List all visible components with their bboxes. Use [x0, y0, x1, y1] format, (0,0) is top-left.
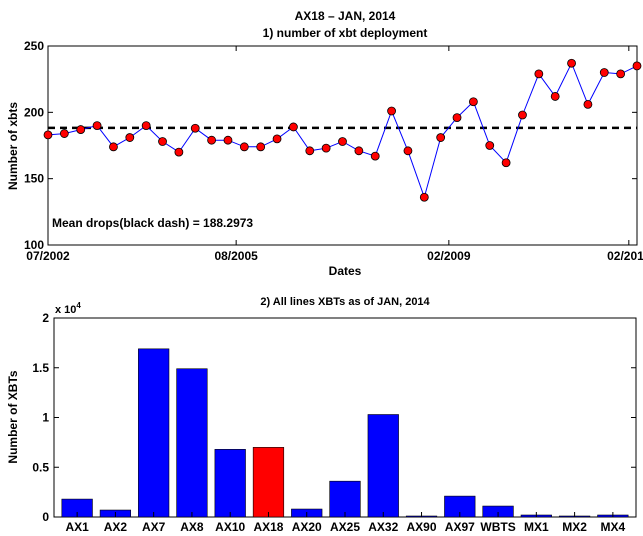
- data-point: [485, 141, 495, 150]
- data-point: [550, 92, 560, 101]
- bottom-x-tick-label: AX20: [292, 520, 322, 534]
- data-point: [370, 151, 380, 161]
- data-point: [468, 97, 478, 107]
- data-point: [583, 99, 593, 109]
- bar-ax32: [367, 414, 399, 518]
- data-point: [501, 158, 511, 168]
- top-y-tick-label: 100: [24, 238, 44, 252]
- data-point: [256, 142, 266, 152]
- bottom-x-tick-label: AX25: [330, 520, 360, 534]
- data-point: [387, 106, 396, 116]
- bottom-x-tick-label: AX32: [368, 520, 398, 534]
- data-point: [567, 58, 576, 68]
- y-multiplier-exp: 4: [76, 301, 81, 310]
- top-chart-subtitle: 1) number of xbt deployment: [263, 26, 428, 40]
- data-point: [403, 146, 413, 156]
- bottom-y-tick-label: 2: [42, 311, 49, 325]
- data-point: [272, 134, 282, 144]
- top-y-tick-label: 200: [24, 105, 44, 119]
- bottom-x-tick-label: MX1: [524, 520, 549, 534]
- data-point: [223, 135, 233, 145]
- data-point: [518, 110, 527, 120]
- data-point: [59, 129, 69, 138]
- data-point: [207, 135, 217, 145]
- data-point: [534, 69, 544, 79]
- bar-ax7: [138, 348, 170, 518]
- data-point: [92, 121, 102, 130]
- bottom-x-tick-label: MX4: [601, 520, 626, 534]
- bar-ax18: [252, 447, 285, 518]
- data-point: [338, 137, 347, 146]
- bottom-x-tick-label: AX8: [180, 520, 204, 534]
- data-point: [190, 123, 200, 133]
- bottom-x-tick-label: AX10: [215, 520, 245, 534]
- data-point: [354, 146, 364, 156]
- top-x-tick-label: 02/2009: [427, 249, 471, 263]
- data-point: [43, 130, 53, 140]
- bottom-y-multiplier: x 104: [55, 301, 81, 316]
- top-chart-title: AX18 – JAN, 2014: [295, 9, 396, 23]
- data-point: [174, 147, 184, 157]
- data-point: [436, 133, 446, 142]
- bottom-chart-title: 2) All lines XBTs as of JAN, 2014: [260, 296, 430, 308]
- bottom-x-tick-label: AX2: [104, 520, 128, 534]
- data-point: [321, 143, 331, 153]
- bottom-y-tick-label: 0.5: [32, 460, 49, 474]
- data-point: [158, 137, 167, 146]
- data-point: [452, 113, 462, 123]
- top-chart-ylabel: Number of xbts: [6, 102, 20, 190]
- data-point: [76, 125, 86, 134]
- data-point: [632, 61, 642, 71]
- bottom-x-tick-label: MX2: [562, 520, 587, 534]
- y-multiplier-base: x 10: [55, 304, 76, 316]
- bottom-x-tick-label: AX97: [445, 520, 475, 534]
- top-x-tick-label: 08/2005: [214, 249, 258, 263]
- bottom-y-tick-label: 1.5: [32, 361, 49, 375]
- bottom-y-tick-label: 0: [42, 510, 49, 524]
- bottom-x-tick-label: AX90: [407, 520, 437, 534]
- bar-ax25: [329, 480, 361, 518]
- data-point: [141, 121, 151, 130]
- data-point: [109, 142, 118, 152]
- bottom-x-tick-label: AX18: [253, 520, 283, 534]
- data-point: [239, 142, 249, 152]
- data-point: [419, 192, 429, 202]
- top-y-tick-label: 250: [24, 39, 44, 53]
- bottom-x-tick-label: WBTS: [480, 520, 515, 534]
- data-point: [289, 122, 298, 132]
- mean-annotation: Mean drops(black dash) = 188.2973: [52, 216, 253, 230]
- bottom-chart-ylabel: Number of XBTs: [6, 370, 20, 463]
- bar-ax8: [176, 368, 208, 518]
- bottom-x-tick-label: AX7: [142, 520, 166, 534]
- top-plot-frame: [47, 45, 638, 246]
- top-x-tick-label: 07/2002: [26, 249, 70, 263]
- bottom-x-tick-label: AX1: [65, 520, 89, 534]
- deployment-series-line: [47, 61, 638, 199]
- top-chart-xlabel: Dates: [329, 264, 362, 278]
- data-point: [616, 69, 626, 79]
- bar-ax10: [214, 449, 246, 518]
- data-point: [125, 133, 135, 142]
- top-y-tick-label: 150: [24, 172, 44, 186]
- bottom-y-tick-label: 1: [42, 411, 49, 425]
- data-point: [599, 68, 609, 77]
- data-point: [305, 146, 315, 156]
